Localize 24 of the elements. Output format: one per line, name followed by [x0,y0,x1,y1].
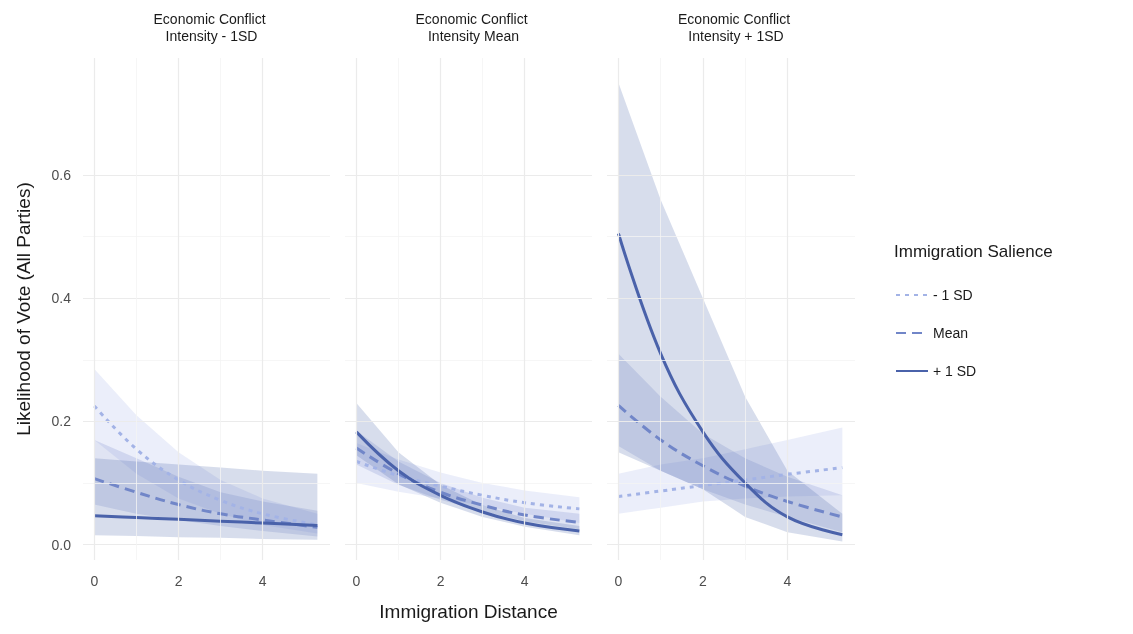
x-tick-label: 0 [90,573,99,589]
y-tick-label: 0.6 [51,167,72,184]
line-series [92,477,319,529]
chart-title: Economic Conflict Intensity Mean [415,10,532,44]
x-tick-label: 0 [614,573,623,589]
x-tick-label: 4 [520,573,529,589]
legend-label: + 1 SD [933,363,977,379]
x-tick-label: 0 [352,573,361,589]
chart-title: Economic Conflict Intensity + 1SD [678,10,794,44]
legend-title: Immigration Salience [894,242,1053,261]
x-axis-title: Immigration Distance [379,601,558,622]
x-tick-label: 4 [783,573,792,589]
y-tick-label: 0.0 [51,536,72,553]
x-tick-label: 4 [258,573,267,589]
y-tick-label: 0.4 [51,290,72,307]
chart-title: Economic Conflict Intensity - 1SD [153,10,270,44]
x-tick-label: 2 [174,573,183,589]
legend-label: - 1 SD [933,287,973,303]
legend-label: Mean [933,325,969,341]
x-tick-label: 2 [699,573,708,589]
x-tick-label: 2 [436,573,445,589]
y-axis-title: Likelihood of Vote (All Parties) [13,182,34,436]
line-series [92,514,319,528]
y-tick-label: 0.2 [51,413,72,430]
